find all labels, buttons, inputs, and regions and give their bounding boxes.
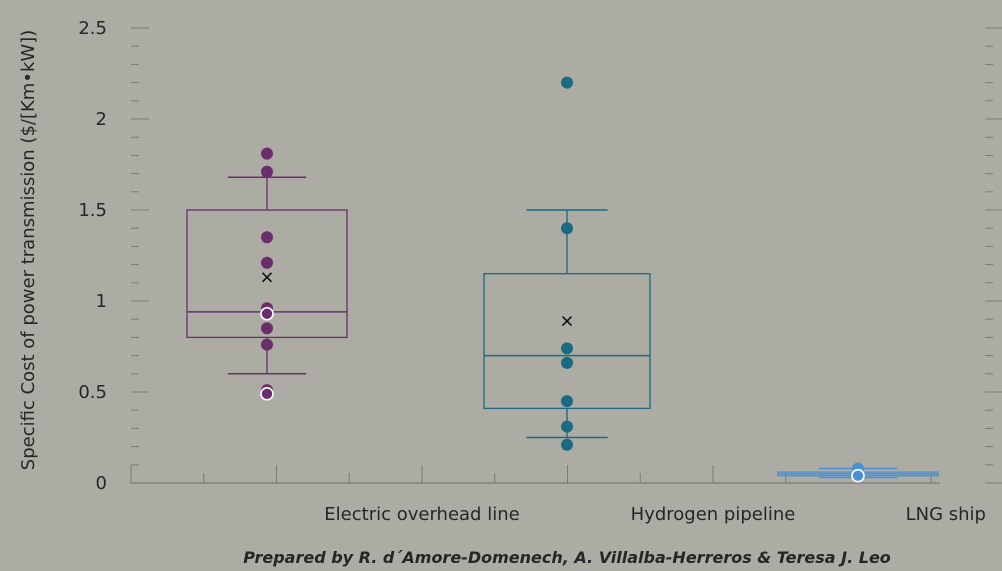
x-category-label: LNG ship (906, 504, 986, 525)
y-tick-label: 1.5 (78, 200, 107, 221)
data-point (561, 342, 573, 355)
box-group-electric (186, 147, 348, 401)
y-tick-label: 2 (96, 109, 107, 130)
data-point (561, 76, 573, 89)
mean-marker (261, 272, 273, 283)
data-point (561, 222, 573, 235)
data-point (260, 306, 274, 321)
data-point (260, 387, 274, 401)
data-point (261, 256, 273, 269)
y-tick-label: 0.5 (78, 382, 107, 403)
x-category-label: Electric overhead line (324, 504, 519, 525)
y-tick-label: 0 (96, 473, 107, 494)
box-group-hydrogen (483, 76, 651, 451)
x-category-label: Hydrogen pipeline (631, 504, 796, 525)
plot-marks (186, 76, 939, 483)
y-axis-label: Specific Cost of power transmission ($/[… (18, 30, 39, 470)
data-point (261, 338, 273, 351)
box-iqr (186, 209, 348, 339)
data-point (561, 420, 573, 433)
data-point (851, 468, 865, 483)
credit-line: Prepared by R. d´Amore-Domenech, A. Vill… (243, 548, 891, 567)
data-point (561, 395, 573, 408)
data-point (561, 356, 573, 369)
data-point (261, 165, 273, 178)
data-point (261, 147, 273, 160)
mean-marker (561, 315, 573, 327)
data-point (261, 231, 273, 244)
data-point (561, 438, 573, 451)
box-iqr (483, 273, 651, 410)
data-point (261, 322, 273, 335)
box-group-lng (777, 462, 939, 483)
y-tick-label: 1 (96, 291, 107, 312)
y-tick-label: 2.5 (78, 18, 107, 39)
axes: 0 0.5 1 1.5 2 2.5 Electric overhead line Hydrog… (78, 18, 1002, 525)
